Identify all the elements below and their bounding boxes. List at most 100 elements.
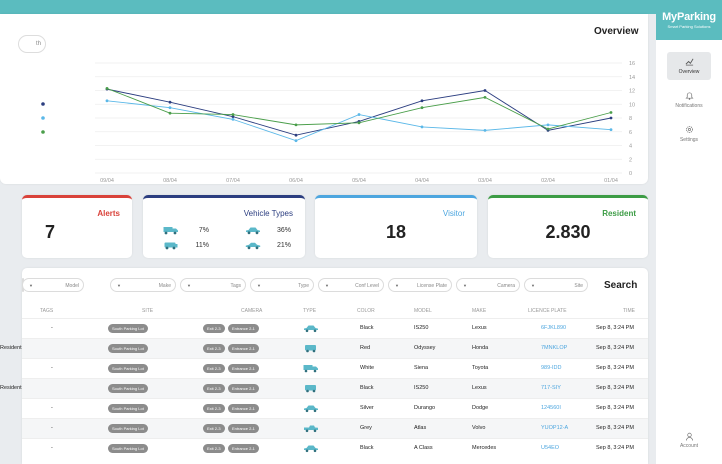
data-point — [609, 116, 613, 120]
data-point — [168, 106, 172, 110]
camera-badge: Exit 2-3 — [203, 404, 225, 413]
filter-site[interactable]: ▼ Site — [524, 278, 588, 292]
table-row[interactable]: Resident South Parking Lot Exit 2-3 Entranc… — [0, 338, 648, 358]
vehicle-types-card[interactable]: Vehicle Types 7% 36% 11% 21% — [143, 195, 305, 258]
cell-time: Sep 8, 3:24 PM — [596, 345, 634, 351]
vehicle-type-pct: 21% — [276, 242, 291, 249]
cell-time: Sep 8, 3:24 PM — [596, 325, 634, 331]
data-point — [231, 113, 235, 116]
filter-type[interactable]: ▼ Type — [250, 278, 314, 292]
vehicle-types-label: Vehicle Types — [243, 209, 293, 218]
visitor-card[interactable]: Visitor 18 — [315, 195, 477, 258]
table-row[interactable]: - South Parking Lot Exit 2-3 Entrance 2-1 Si… — [22, 398, 648, 418]
brand-name: MyParking — [662, 11, 716, 23]
table-row[interactable]: Resident South Parking Lot Exit 2-3 Entranc… — [0, 378, 648, 398]
filter-camera[interactable]: ▼ Camera — [456, 278, 520, 292]
th-color: COLOR — [357, 308, 375, 314]
alerts-card[interactable]: Alerts 7 — [22, 195, 132, 258]
visitor-value: 18 — [385, 222, 407, 242]
camera-badge: Exit 2-3 — [203, 324, 225, 333]
visitor-label: Visitor — [442, 209, 465, 218]
site-badge: South Parking Lot — [108, 404, 148, 413]
table-row[interactable]: - South Parking Lot Exit 2-3 Entrance 2-1 Wh… — [22, 358, 648, 378]
chevron-down-icon: ▼ — [117, 283, 121, 288]
x-tick-label: 04/04 — [415, 178, 429, 184]
cell-tag: - — [51, 425, 53, 431]
nav-item-account[interactable]: Account — [666, 432, 712, 449]
table-row[interactable]: - South Parking Lot Exit 2-3 Entrance 2-1 Gr… — [22, 418, 648, 438]
nav-label: Settings — [679, 137, 699, 143]
filter-license-plate[interactable]: ▼ License Plate — [388, 278, 452, 292]
data-point — [483, 95, 487, 99]
suv-icon — [164, 242, 178, 250]
nav-item-overview[interactable]: Overview — [667, 52, 711, 80]
data-point — [231, 117, 235, 121]
nav-item-settings[interactable]: Settings — [667, 120, 711, 148]
filter-model[interactable]: ▼ Model — [22, 278, 84, 292]
site-badge: South Parking Lot — [108, 364, 148, 373]
user-icon — [685, 432, 693, 441]
period-selector[interactable]: th — [18, 35, 46, 53]
cell-tag: - — [51, 325, 53, 331]
cell-licence-plate[interactable]: YUOP12-A — [541, 425, 569, 431]
series-line — [106, 88, 612, 136]
x-tick-label: 01/04 — [604, 178, 618, 184]
table-row[interactable]: - South Parking Lot Exit 2-3 Entrance 2-1 Bl… — [22, 438, 648, 458]
filter-conf-level[interactable]: ▼ Conf Level — [318, 278, 384, 292]
camera-badge: Entrance 2-1 — [228, 324, 259, 333]
search-button[interactable]: Search — [604, 280, 638, 291]
data-point — [231, 115, 235, 119]
filter-make[interactable]: ▼ Make — [110, 278, 176, 292]
cell-licence-plate[interactable]: 717-SIY — [541, 385, 561, 391]
camera-badge: Entrance 2-1 — [228, 384, 259, 393]
nav-label: Notifications — [675, 103, 703, 109]
pickup-icon — [304, 425, 318, 433]
site-badge: South Parking Lot — [108, 384, 148, 393]
cell-tag: Resident — [0, 385, 22, 391]
cell-make: Honda — [472, 345, 489, 351]
cell-licence-plate[interactable]: 124560I — [541, 405, 561, 411]
cell-licence-plate[interactable]: 989-IDD — [541, 365, 562, 371]
th-licence-plate: LICENCE PLATE — [528, 308, 567, 314]
x-tick-label: 06/04 — [289, 178, 303, 184]
data-point — [357, 113, 361, 116]
vehicle-type-car: 36% — [245, 226, 291, 235]
nav-label: Overview — [678, 69, 700, 75]
table-header: TAGS SITE CAMERA TYPE COLOR MODEL MAKE L… — [0, 306, 656, 318]
car-icon — [304, 325, 318, 333]
data-point — [357, 121, 361, 125]
cell-make: Mercedes — [472, 445, 497, 451]
cell-color: Black — [360, 385, 374, 391]
data-point — [609, 111, 613, 114]
alerts-label: Alerts — [97, 209, 120, 218]
y-tick-label: 4 — [629, 144, 632, 150]
data-point — [483, 128, 487, 132]
top-band — [0, 0, 722, 14]
cell-tag: - — [51, 445, 53, 451]
x-tick-label: 03/04 — [478, 178, 492, 184]
filter-tags[interactable]: ▼ Tags — [180, 278, 246, 292]
chevron-down-icon: ▼ — [187, 283, 191, 288]
cell-tag: - — [51, 365, 53, 371]
vehicle-type-truck: 7% — [163, 226, 209, 235]
table-row[interactable]: - South Parking Lot Exit 2-3 Entrance 2-1 Bl… — [22, 318, 648, 338]
site-badge: South Parking Lot — [108, 324, 148, 333]
data-point — [294, 133, 298, 137]
chart-line-icon — [685, 58, 693, 66]
cell-licence-plate[interactable]: 6FJKL890 — [541, 325, 567, 331]
data-point — [609, 128, 613, 132]
sedan-icon — [245, 242, 261, 250]
camera-badge: Exit 2-3 — [203, 444, 225, 453]
x-tick-label: 08/04 — [163, 178, 177, 184]
resident-card[interactable]: Resident 2.830 — [488, 195, 648, 258]
nav-item-notifications[interactable]: Notifications — [667, 86, 711, 114]
th-site: SITE — [142, 308, 154, 314]
camera-badge: Entrance 2-1 — [228, 364, 259, 373]
legend-dot — [41, 130, 45, 134]
data-point — [420, 99, 424, 103]
cell-licence-plate[interactable]: 7MNKLOP — [541, 345, 568, 351]
data-point — [105, 87, 109, 90]
overview-title: Overview — [594, 26, 639, 37]
cell-licence-plate[interactable]: U54EO — [541, 445, 560, 451]
brand-tagline: Smart Parking Solutions — [667, 24, 711, 29]
